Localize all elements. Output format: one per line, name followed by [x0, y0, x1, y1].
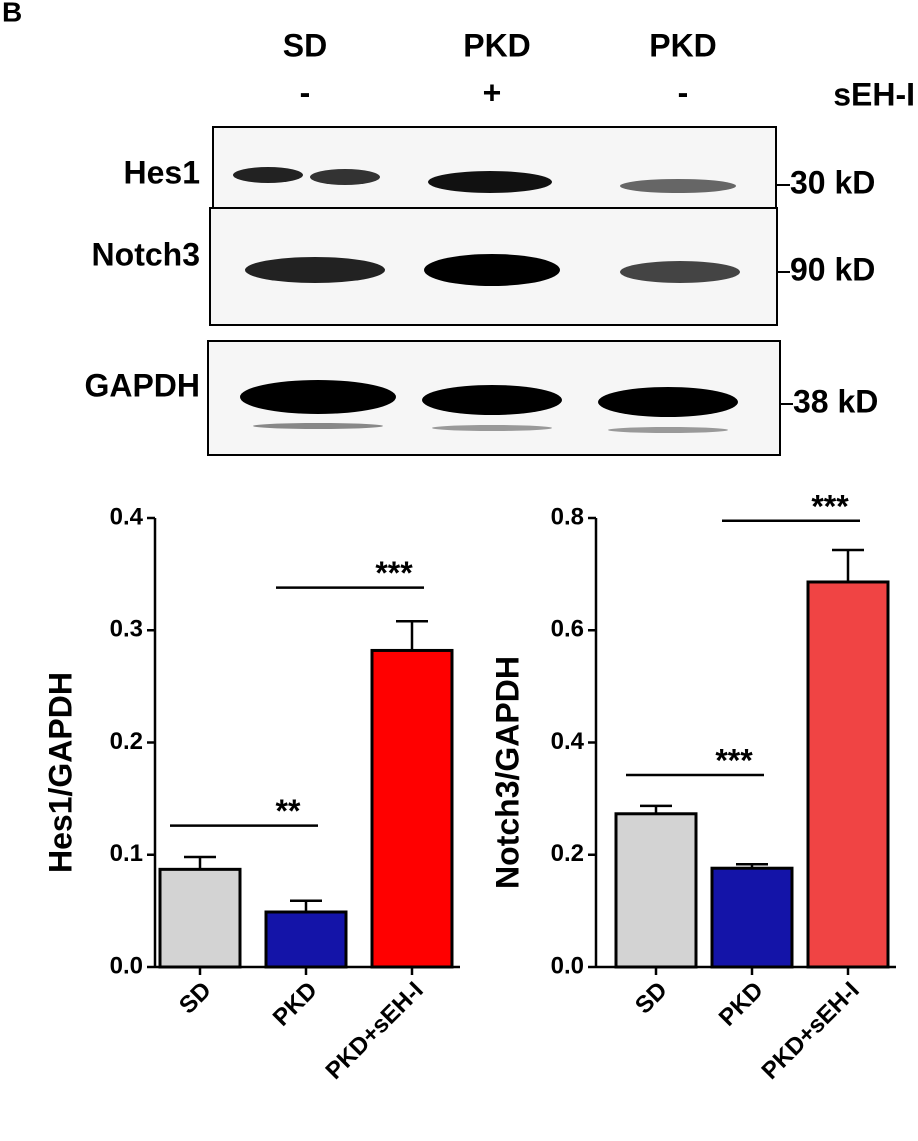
size-label: 90 kD [790, 251, 875, 287]
y-tick-label: 0.0 [551, 952, 584, 979]
band [608, 427, 728, 433]
row-label: Notch3 [92, 236, 200, 272]
bar [614, 812, 698, 969]
bar [264, 910, 348, 969]
bar [158, 867, 242, 969]
x-tick-label: PKD [714, 977, 769, 1032]
band [424, 254, 560, 286]
lane-label: PKD [649, 27, 717, 63]
band [422, 385, 562, 415]
band [620, 261, 740, 283]
y-axis-label: Notch3/GAPDH [489, 656, 525, 889]
bar [806, 580, 890, 969]
x-tick-label: PKD [268, 977, 323, 1032]
y-tick-label: 0.1 [110, 840, 143, 867]
y-axis-label: Hes1/GAPDH [42, 672, 78, 873]
row-label: Hes1 [124, 154, 201, 190]
significance-label: *** [715, 743, 753, 779]
x-tick-label: PKD+sEH-I [757, 977, 865, 1085]
band [598, 387, 738, 417]
y-tick-label: 0.6 [551, 616, 584, 643]
treatment-sign: - [678, 74, 689, 110]
size-label: 30 kD [790, 164, 875, 200]
bar [370, 648, 454, 969]
y-tick-label: 0.3 [110, 616, 143, 643]
y-tick-label: 0.2 [551, 840, 584, 867]
band [253, 423, 383, 429]
y-tick-label: 0.4 [551, 728, 585, 755]
lane-label: PKD [463, 27, 531, 63]
y-tick-label: 0.0 [110, 952, 143, 979]
treatment-sign: - [300, 74, 311, 110]
band [428, 171, 552, 193]
y-tick-label: 0.2 [110, 728, 143, 755]
x-tick-label: PKD+sEH-I [321, 977, 429, 1085]
band [240, 380, 396, 414]
treatment-label: sEH-I [833, 76, 915, 112]
significance-label: *** [375, 555, 413, 591]
band [432, 425, 552, 431]
x-tick-label: SD [630, 977, 673, 1020]
band [245, 257, 385, 283]
significance-label: *** [811, 488, 849, 524]
band [233, 167, 303, 183]
y-tick-label: 0.4 [110, 503, 144, 530]
band [310, 169, 380, 185]
x-tick-label: SD [174, 977, 217, 1020]
row-label: GAPDH [84, 367, 200, 403]
y-tick-label: 0.8 [551, 503, 584, 530]
size-label: 38 kD [793, 383, 878, 419]
treatment-sign: + [483, 74, 502, 110]
lane-label: SD [283, 27, 327, 63]
panel-label: B [2, 0, 22, 27]
significance-label: ** [276, 793, 301, 829]
band [620, 179, 736, 193]
bar [710, 866, 794, 969]
